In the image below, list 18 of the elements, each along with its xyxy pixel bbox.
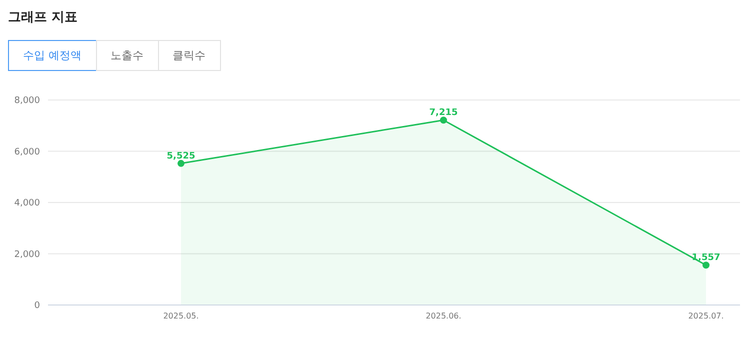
y-tick-label: 0 — [34, 301, 40, 312]
x-tick-label: 2025.06. — [426, 312, 462, 321]
data-label: 7,215 — [429, 108, 458, 118]
y-tick-label: 2,000 — [14, 250, 40, 260]
y-tick-label: 6,000 — [14, 147, 40, 158]
text: 노출수 — [96, 40, 158, 71]
text: 클릭수 — [158, 40, 220, 71]
x-tick-label: 2025.05. — [163, 312, 199, 321]
point — [702, 262, 710, 269]
point — [440, 116, 447, 124]
data-label: 5,525 — [166, 151, 196, 162]
point — [178, 160, 184, 167]
y-tick-label: 4,000 — [14, 198, 40, 209]
text: 수입 예정액 — [8, 40, 96, 71]
chart-title: 그래프 지표 — [8, 9, 78, 26]
data-label: 1,557 — [692, 253, 720, 264]
y-tick-label: 8,000 — [14, 96, 40, 106]
x-tick-label: 2025.07. — [688, 312, 724, 321]
